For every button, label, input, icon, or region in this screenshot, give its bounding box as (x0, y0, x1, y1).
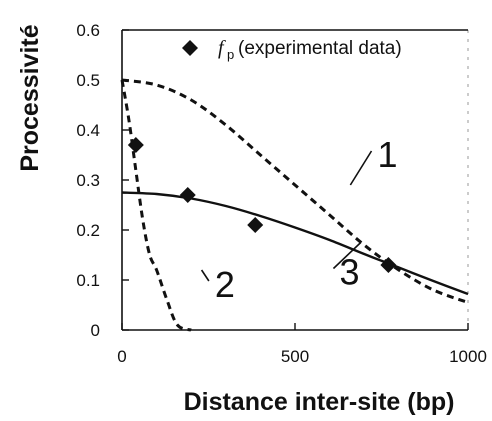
data-point-diamond (127, 137, 144, 153)
points-layer (127, 137, 397, 273)
y-tick-label: 0.1 (76, 271, 100, 290)
y-tick-label: 0.4 (76, 121, 100, 140)
y-tick-label: 0.6 (76, 21, 100, 40)
annotation-layer: 1 2 3 (200, 134, 398, 305)
x-tick-label: 500 (281, 347, 309, 366)
annotation-leader-line (349, 150, 373, 186)
y-tick-label: 0.3 (76, 171, 100, 190)
legend-label: (experimental data) (238, 38, 402, 59)
x-tick-label: 1000 (449, 347, 487, 366)
plot-frame (121, 29, 469, 331)
curves-layer (120, 78, 469, 332)
data-point-diamond (380, 257, 397, 273)
legend-symbol: f (218, 37, 226, 59)
x-tick-label: 0 (117, 347, 126, 366)
legend: f p (experimental data) (182, 37, 402, 62)
legend-diamond-marker (182, 40, 198, 56)
curve-3-line (121, 191, 469, 296)
y-tick-label: 0.2 (76, 221, 100, 240)
annotation-label-2: 2 (215, 264, 235, 305)
data-point-diamond (179, 187, 196, 203)
curve-2-line (120, 79, 192, 332)
annotation-label-3: 3 (339, 252, 359, 293)
ticks-layer: 0 0.1 0.2 0.3 0.4 0.5 0.6 0 500 1000 (76, 21, 487, 366)
y-axis-label: Processivité (16, 24, 44, 171)
curve-1-line (121, 78, 469, 304)
y-tick-label: 0.5 (76, 71, 100, 90)
x-axis-label: Distance inter-site (bp) (184, 388, 455, 416)
annotation-label-1: 1 (378, 134, 398, 175)
data-point-diamond (247, 217, 264, 233)
annotation-leader-line (200, 269, 210, 282)
legend-symbol-subscript: p (227, 47, 234, 62)
annotation-leader-line (332, 241, 362, 270)
y-tick-label: 0 (91, 321, 100, 340)
